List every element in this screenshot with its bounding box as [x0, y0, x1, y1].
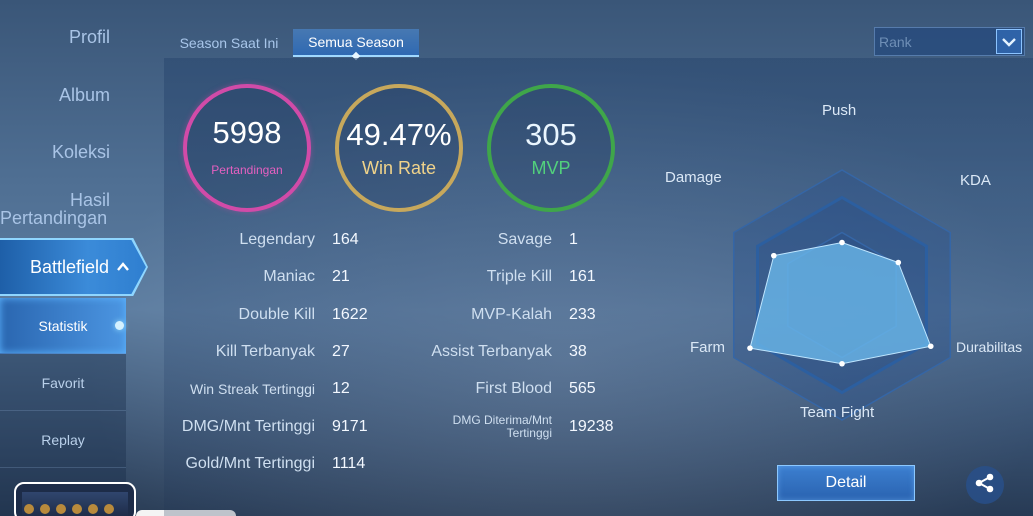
- stat-value-first-blood: 565: [569, 380, 596, 397]
- sidebar-item-profil[interactable]: Profil: [68, 27, 110, 47]
- stat-value-assist-terbanyak: 38: [569, 343, 587, 360]
- stat-label-kill-terbanyak: Kill Terbanyak: [215, 343, 315, 360]
- matches-value: 5998: [212, 115, 282, 150]
- sub-item-label: Replay: [41, 431, 85, 448]
- win-rate-circle: 49.47% Win Rate: [335, 84, 463, 212]
- sub-item-label: Favorit: [41, 374, 85, 391]
- stat-label-win-streak: Win Streak Tertinggi: [189, 381, 315, 397]
- radar-label-damage: Damage: [665, 169, 722, 186]
- radar-label-kda: KDA: [960, 172, 991, 189]
- rank-dropdown-value: Rank: [879, 33, 912, 50]
- stat-value-win-streak: 12: [332, 380, 350, 397]
- sub-item-label: Statistik: [38, 317, 88, 334]
- radar-point-push: [839, 239, 845, 246]
- sidebar-item-pertandingan[interactable]: Pertandingan: [0, 208, 108, 228]
- matches-label: Pertandingan: [211, 163, 283, 177]
- stat-label-triple-kill: Triple Kill: [486, 268, 552, 285]
- stat-label-assist-terbanyak: Assist Terbanyak: [431, 343, 552, 360]
- radar-point-damage: [771, 252, 777, 259]
- radar-label-durabilitas: Durabilitas: [956, 339, 1023, 355]
- stat-label-dmg-mnt: DMG/Mnt Tertinggi: [181, 418, 315, 435]
- stat-label-dmg-diterima-line2: Tertinggi: [506, 426, 552, 440]
- tab-season-saat-ini[interactable]: Season Saat Ini: [179, 35, 279, 51]
- sidebar-item-koleksi[interactable]: Koleksi: [51, 142, 110, 162]
- stat-value-dmg-mnt: 9171: [332, 418, 368, 435]
- win-rate-label: Win Rate: [361, 158, 437, 178]
- radar-chart: [655, 95, 1033, 435]
- radar-label-team-fight: Team Fight: [800, 404, 875, 421]
- tab-label: Semua Season: [308, 34, 404, 50]
- share-button[interactable]: [966, 466, 1004, 504]
- matches-circle: 5998 Pertandingan: [183, 84, 311, 212]
- thumbnail-avatars: [24, 504, 114, 514]
- stat-value-legendary: 164: [332, 231, 359, 248]
- share-icon: [974, 472, 996, 499]
- sidebar-item-album[interactable]: Album: [58, 85, 110, 105]
- sub-item-replay[interactable]: Replay: [0, 412, 126, 468]
- sidebar-item-label: Battlefield: [30, 256, 110, 277]
- win-rate-value: 49.47%: [346, 117, 452, 152]
- radar-point-farm: [747, 345, 753, 351]
- stat-label-gold-mnt: Gold/Mnt Tertinggi: [185, 455, 315, 472]
- radar-point-team-fight: [839, 360, 845, 367]
- chevron-up-icon: [117, 258, 129, 277]
- screenshot-thumbnail[interactable]: [14, 482, 136, 516]
- sub-item-statistik[interactable]: Statistik: [0, 298, 126, 354]
- stat-value-triple-kill: 161: [569, 268, 596, 285]
- stat-label-legendary: Legendary: [239, 231, 315, 248]
- stat-value-gold-mnt: 1114: [332, 455, 366, 472]
- stat-label-first-blood: First Blood: [475, 380, 552, 397]
- sub-item-favorit[interactable]: Favorit: [0, 355, 126, 411]
- sidebar-item-hasil[interactable]: Hasil: [69, 190, 110, 210]
- stat-label-double-kill: Double Kill: [238, 306, 315, 323]
- radar-point-durabilitas: [927, 343, 934, 350]
- stat-value-maniac: 21: [332, 268, 350, 285]
- radar-label-farm: Farm: [690, 339, 725, 356]
- mvp-value: 305: [525, 117, 577, 152]
- sidebar: Profil Album Koleksi Hasil Pertandingan …: [0, 0, 148, 516]
- mvp-label: MVP: [531, 158, 571, 178]
- active-dot: [115, 321, 124, 330]
- chevron-down-icon: [996, 29, 1022, 54]
- radar-label-push: Push: [822, 102, 857, 119]
- detail-button[interactable]: Detail: [777, 465, 915, 501]
- stat-label-savage: Savage: [497, 231, 552, 248]
- stat-value-savage: 1: [569, 231, 578, 248]
- stat-value-dmg-diterima: 19238: [569, 418, 614, 435]
- tab-semua-season[interactable]: Semua Season: [293, 29, 419, 61]
- radar-svg: [732, 169, 952, 421]
- stat-label-maniac: Maniac: [263, 268, 315, 285]
- radar-point-kda: [895, 259, 902, 266]
- stat-value-double-kill: 1622: [332, 306, 368, 323]
- rank-dropdown[interactable]: Rank: [874, 27, 1025, 56]
- stat-label-mvp-kalah: MVP-Kalah: [471, 306, 552, 323]
- stat-value-mvp-kalah: 233: [569, 306, 596, 323]
- stat-value-kill-terbanyak: 27: [332, 343, 350, 360]
- stat-label-dmg-diterima: DMG Diterima/Mnt: [452, 413, 552, 427]
- mvp-circle: 305 MVP: [487, 84, 615, 212]
- sidebar-item-battlefield[interactable]: Battlefield: [0, 240, 146, 294]
